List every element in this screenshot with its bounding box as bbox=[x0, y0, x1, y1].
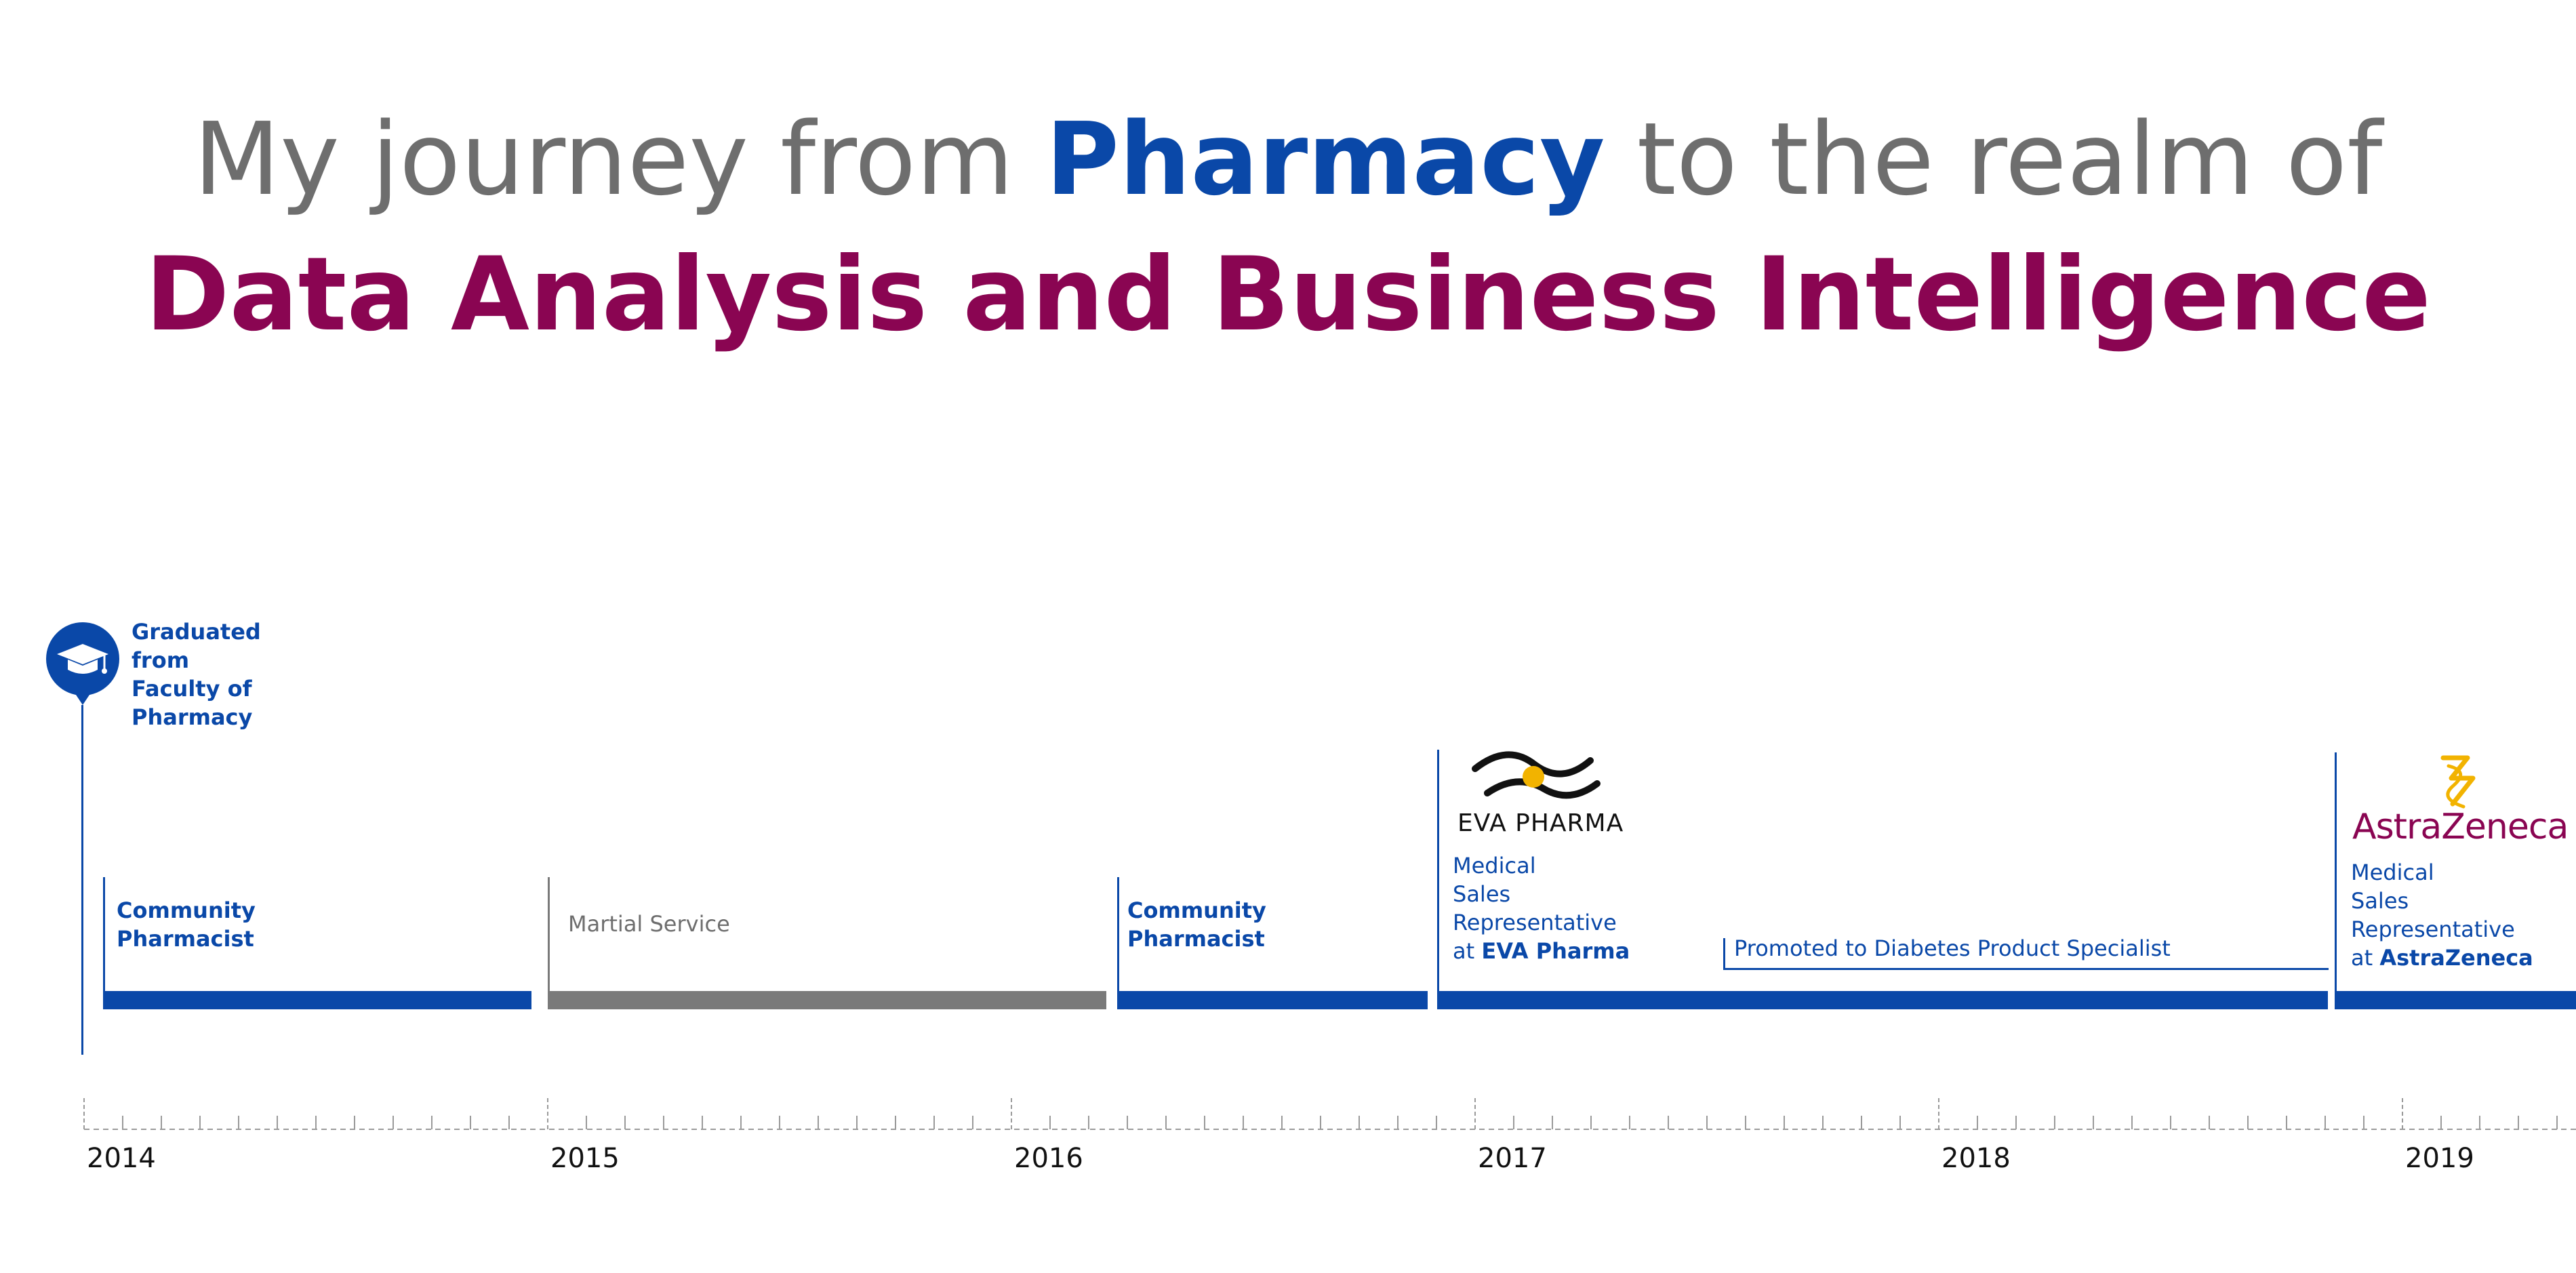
segment-2-label: Martial Service bbox=[568, 911, 730, 937]
segment-3-label: Community Pharmacist bbox=[1127, 897, 1266, 952]
year-label-2019: 2019 bbox=[2405, 1143, 2474, 1174]
segment-4-marker bbox=[1437, 750, 1439, 1002]
segment-5-bar bbox=[2335, 991, 2576, 1009]
year-label-2015: 2015 bbox=[550, 1143, 620, 1174]
segment-4-label: Medical Sales Representative at EVA Phar… bbox=[1453, 853, 1630, 964]
promotion-label: Promoted to Diabetes Product Specialist bbox=[1734, 935, 2171, 961]
segment-5-marker bbox=[2335, 752, 2337, 1002]
segment-3-bar bbox=[1117, 991, 1428, 1009]
year-label-2017: 2017 bbox=[1478, 1143, 1547, 1174]
segment-4-bar bbox=[1437, 991, 2328, 1009]
segment-2-bar bbox=[548, 991, 1106, 1009]
graduation-pin bbox=[46, 622, 119, 706]
year-label-2018: 2018 bbox=[1941, 1143, 2011, 1174]
year-label-2014: 2014 bbox=[87, 1143, 156, 1174]
title-text-start: My journey from bbox=[193, 101, 1046, 218]
title-line-2: Data Analysis and Business Intelligence bbox=[145, 236, 2431, 354]
segment-1-label: Community Pharmacist bbox=[117, 897, 256, 952]
eva-pharma-swoosh-icon bbox=[1472, 751, 1601, 799]
promotion-bracket bbox=[1723, 938, 2329, 970]
eva-pharma-logo: EVA PHARMA bbox=[1455, 750, 1631, 841]
segment-3-marker bbox=[1117, 877, 1119, 1002]
segment-2-marker bbox=[548, 877, 550, 1002]
time-axis bbox=[83, 1098, 2576, 1130]
graduation-cap-icon bbox=[46, 622, 119, 705]
astrazeneca-logo: AstraZeneca bbox=[2351, 751, 2569, 850]
title-text-end: to the realm of bbox=[1605, 101, 2383, 218]
graduation-label: Graduated from Faculty of Pharmacy bbox=[132, 619, 261, 730]
title-highlight-pharmacy: Pharmacy bbox=[1045, 101, 1605, 218]
segment-1-marker bbox=[103, 877, 105, 1002]
eva-pharma-logo-text: EVA PHARMA bbox=[1457, 809, 1624, 837]
graduation-line bbox=[81, 705, 83, 1055]
year-label-2016: 2016 bbox=[1014, 1143, 1083, 1174]
title-line-1: My journey from Pharmacy to the realm of bbox=[0, 95, 2576, 224]
segment-1-bar bbox=[103, 991, 531, 1009]
segment-5-label: Medical Sales Representative at AstraZen… bbox=[2351, 860, 2533, 971]
astrazeneca-symbol-icon bbox=[2440, 755, 2476, 809]
astrazeneca-logo-text: AstraZeneca bbox=[2352, 807, 2569, 847]
